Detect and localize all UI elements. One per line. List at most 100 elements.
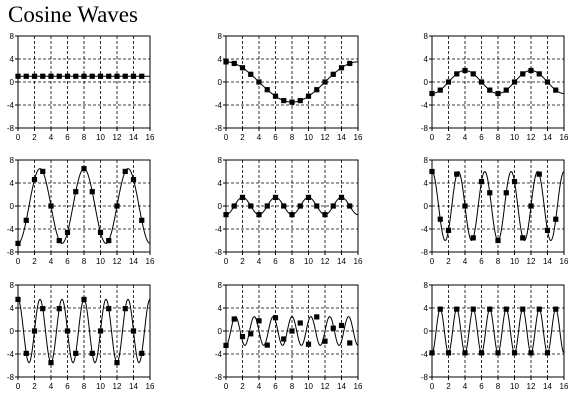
x-tick-label: 10 [304,133,313,142]
x-tick-label: 10 [96,382,105,391]
sample-point [239,194,246,200]
sample-point [130,176,137,183]
sample-point [347,203,353,209]
x-tick-label: 16 [354,257,363,266]
sample-point [139,73,145,79]
sample-point [15,240,21,246]
y-tick-label: 8 [218,156,223,165]
sample-point [264,342,270,348]
x-tick-label: 0 [224,257,229,266]
sample-point [256,318,262,324]
sample-point [40,168,46,175]
y-tick-label: 4 [218,304,223,313]
sample-point [89,73,95,79]
x-tick-label: 8 [496,382,501,391]
sample-point [503,306,509,312]
y-tick-label: 8 [424,156,429,165]
sample-point [289,212,295,218]
sample-point [97,229,104,236]
sample-point [503,190,509,196]
x-tick-label: 4 [463,257,468,266]
sample-point [462,67,468,74]
y-tick-label: 4 [218,179,223,188]
x-tick-label: 2 [32,133,37,142]
x-tick-label: 14 [337,133,346,142]
y-tick-label: 0 [10,327,15,336]
x-tick-label: 12 [113,382,122,391]
x-tick-label: 4 [463,382,468,391]
sample-point [462,350,468,356]
sample-point [248,331,254,337]
x-tick-label: 14 [129,133,138,142]
sample-point [248,71,254,77]
sample-point [478,350,485,356]
y-tick-label: -4 [421,225,429,234]
x-tick-label: 2 [446,133,451,142]
sample-point [520,306,526,312]
x-tick-label: 8 [82,133,87,142]
sample-point [223,342,229,348]
sample-point [256,79,262,85]
x-tick-label: 8 [290,257,295,266]
sample-point [437,87,443,93]
sample-point [73,350,79,356]
x-tick-label: 0 [430,133,435,142]
sample-point [106,306,112,312]
x-tick-label: 4 [257,257,262,266]
y-tick-label: 8 [424,32,429,41]
sample-point [437,216,443,222]
sample-point [223,212,229,218]
sample-point [130,328,137,334]
sample-point [487,87,493,93]
sample-point [520,71,526,77]
sample-point [528,350,534,356]
x-tick-label: 14 [543,133,552,142]
x-tick-label: 8 [496,133,501,142]
sample-point [56,306,62,312]
sample-point [347,340,353,346]
sample-point [536,306,542,312]
x-tick-label: 12 [527,382,536,391]
x-tick-label: 8 [82,382,87,391]
x-tick-label: 12 [113,257,122,266]
chart-3: 0 2 4 6 8 10 12 14 16 -8 -4 0 4 8 [421,32,569,142]
sample-point [553,216,559,222]
sample-point [305,93,312,99]
x-tick-label: 10 [304,382,313,391]
y-tick-label: 0 [218,202,223,211]
sample-point [114,203,120,209]
x-tick-label: 16 [354,382,363,391]
sample-point [31,328,38,334]
sample-point [239,65,246,71]
cosine-curve [225,316,359,346]
sample-point [487,306,493,312]
x-tick-label: 0 [224,133,229,142]
sample-point [272,194,279,200]
sample-point [139,217,145,223]
x-tick-label: 12 [321,133,330,142]
sample-point [31,176,38,183]
sample-point [64,229,71,236]
x-tick-label: 6 [65,382,70,391]
y-tick-label: -8 [7,124,15,133]
sample-point [338,194,345,200]
x-tick-label: 6 [479,257,484,266]
y-tick-label: 8 [218,32,223,41]
sample-point [239,333,246,340]
sample-point [437,306,443,312]
sample-point [73,189,79,195]
sample-point [553,306,559,312]
sample-point [289,328,295,334]
sample-point [322,212,328,218]
x-tick-label: 10 [96,133,105,142]
sample-point [15,296,21,302]
sample-point [528,203,534,209]
x-tick-label: 10 [510,257,519,266]
x-tick-label: 6 [65,133,70,142]
x-tick-label: 10 [510,382,519,391]
y-tick-label: 0 [10,202,15,211]
y-tick-label: -4 [421,101,429,110]
y-tick-label: 4 [10,55,15,64]
x-tick-label: 10 [96,257,105,266]
x-tick-label: 8 [290,133,295,142]
